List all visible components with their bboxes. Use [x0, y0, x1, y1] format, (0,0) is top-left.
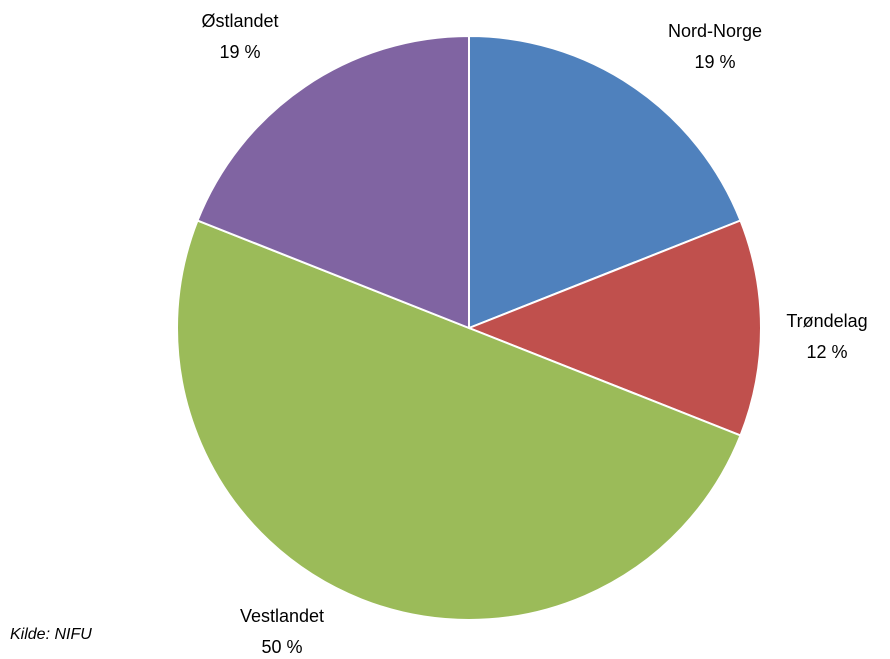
- slice-value-label: 12 %: [806, 342, 847, 362]
- slice-label: Vestlandet: [240, 606, 324, 626]
- slice-value-label: 19 %: [219, 42, 260, 62]
- slice-value-label: 19 %: [694, 52, 735, 72]
- source-note: Kilde: NIFU: [10, 626, 92, 643]
- slice-label: Trøndelag: [786, 311, 867, 331]
- slice-label: Østlandet: [201, 11, 278, 31]
- pie-slice: [196, 34, 470, 330]
- slice-label: Nord-Norge: [668, 21, 762, 41]
- pie-slice: [466, 219, 762, 437]
- pie-slice: [176, 219, 742, 621]
- slice-value-label: 50 %: [261, 637, 302, 657]
- pie-slice: [468, 34, 742, 330]
